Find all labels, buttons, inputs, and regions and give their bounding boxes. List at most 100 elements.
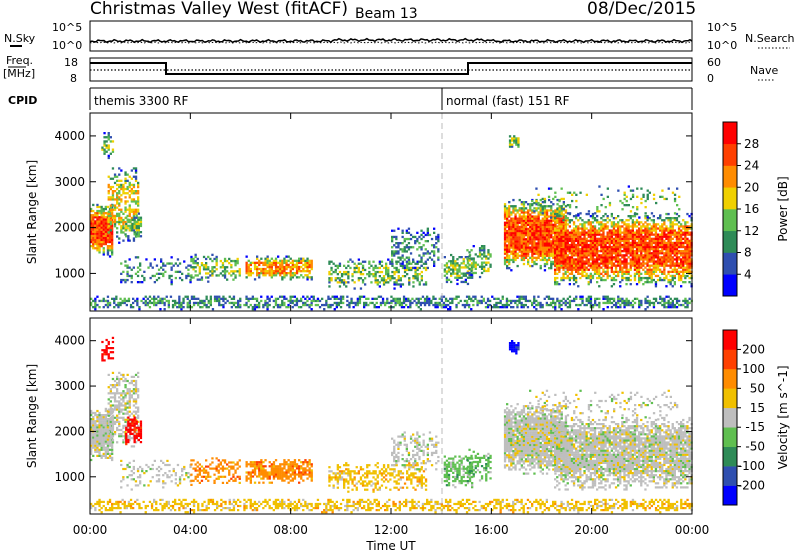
power-cell <box>374 275 377 278</box>
power-cell <box>170 262 173 265</box>
power-cell <box>96 228 99 231</box>
power-cell <box>638 306 641 309</box>
power-cell <box>661 264 664 267</box>
power-cell <box>543 227 547 231</box>
power-cell <box>548 250 551 253</box>
power-cell <box>432 297 435 300</box>
power-cell <box>673 270 676 273</box>
power-cell <box>644 239 647 242</box>
power-cell <box>102 228 105 231</box>
power-cell <box>591 258 595 261</box>
power-cell <box>585 260 588 263</box>
power-cell <box>646 241 649 245</box>
power-cell <box>111 234 114 237</box>
power-cell <box>512 211 515 214</box>
power-cell <box>444 299 448 303</box>
power-cell <box>638 231 641 234</box>
power-cell <box>635 266 639 269</box>
power-cell <box>606 215 609 218</box>
power-cell <box>516 252 519 255</box>
power-cell <box>684 235 687 238</box>
power-cell <box>515 143 518 146</box>
power-cell <box>444 303 448 307</box>
power-cell <box>503 234 507 237</box>
power-cell <box>395 270 398 274</box>
power-cell <box>552 213 555 216</box>
power-cell <box>374 270 377 274</box>
power-cell <box>669 248 672 251</box>
power-cell <box>598 301 601 305</box>
power-cell <box>518 234 521 237</box>
power-cell <box>281 267 284 271</box>
power-cell <box>392 306 395 309</box>
power-cell <box>562 243 565 247</box>
power-cell <box>545 260 549 264</box>
power-cell <box>669 252 672 255</box>
power-cell <box>161 299 164 303</box>
power-cell <box>471 264 474 267</box>
power-cell <box>606 254 609 257</box>
power-cell <box>407 297 410 300</box>
power-cell <box>627 225 630 228</box>
power-cell <box>520 229 523 233</box>
power-cell <box>589 258 592 261</box>
power-cell <box>560 250 563 253</box>
power-cell <box>100 240 103 244</box>
power-cell <box>266 301 269 305</box>
power-cell <box>351 275 354 278</box>
power-cell <box>654 274 658 278</box>
power-cell <box>598 237 601 240</box>
power-cell <box>123 301 126 305</box>
power-cell <box>291 276 294 279</box>
power-cell <box>518 246 521 249</box>
power-cell <box>266 255 269 258</box>
power-cell <box>418 246 421 249</box>
power-cell <box>353 281 356 284</box>
power-cell <box>520 244 523 247</box>
power-cell <box>368 275 371 278</box>
power-cell <box>548 246 551 249</box>
power-cell <box>606 272 609 275</box>
power-cell <box>579 295 582 298</box>
power-cell <box>579 276 582 280</box>
power-cell <box>258 263 261 267</box>
power-cell <box>627 256 630 259</box>
power-cell <box>160 260 163 263</box>
power-cell <box>589 241 592 245</box>
power-cell <box>452 258 455 261</box>
power-cell <box>621 231 624 234</box>
power-cell <box>107 146 110 149</box>
power-cell <box>157 301 160 305</box>
power-cell <box>336 281 339 284</box>
power-cell <box>268 259 271 262</box>
power-cell <box>165 299 168 303</box>
power-cell <box>581 262 584 265</box>
power-cell <box>661 233 664 236</box>
power-cell <box>386 299 389 303</box>
power-cell <box>583 248 586 251</box>
power-cell <box>675 268 679 271</box>
power-cell <box>343 279 346 282</box>
power-cell <box>456 258 459 261</box>
power-cell <box>631 189 635 192</box>
power-cell <box>124 171 127 174</box>
power-cell <box>644 233 647 236</box>
power-cell <box>98 245 101 248</box>
power-cell <box>90 234 93 237</box>
power-cell <box>621 270 624 273</box>
power-cell <box>633 243 637 247</box>
power-cell <box>552 248 555 251</box>
power-cell <box>550 201 553 204</box>
power-cell <box>522 231 526 235</box>
power-cell <box>621 301 624 305</box>
power-cell <box>552 225 555 229</box>
power-cell <box>283 257 286 260</box>
power-cell <box>506 246 509 249</box>
power-cell <box>625 223 628 226</box>
power-cell <box>381 301 385 305</box>
power-cell <box>118 185 121 189</box>
power-cell <box>377 295 380 298</box>
power-cell <box>127 237 130 240</box>
power-cell <box>503 229 507 233</box>
power-cell <box>596 219 599 222</box>
